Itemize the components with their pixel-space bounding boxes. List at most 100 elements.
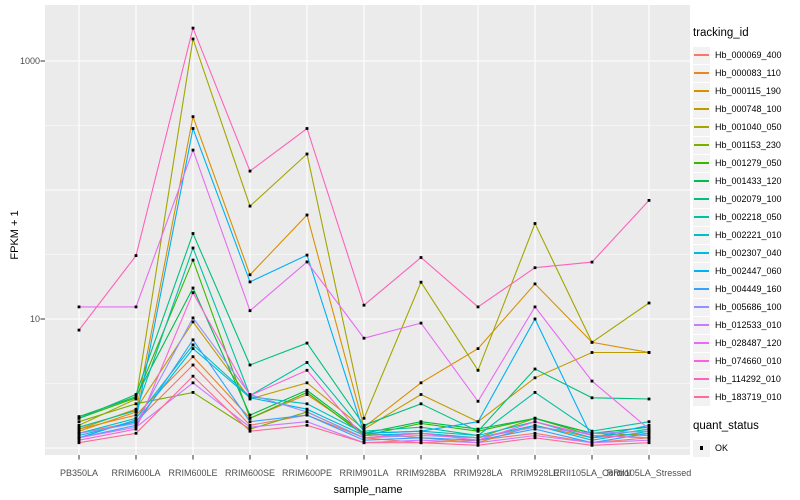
legend-key-swatch (693, 316, 710, 334)
data-point (134, 413, 138, 417)
legend-item: Hb_001040_050 (693, 118, 799, 136)
legend-item: Hb_001279_050 (693, 154, 799, 172)
data-point (134, 402, 138, 406)
x-tick-label: RRII105LA_Control (552, 468, 632, 478)
legend-key-swatch (693, 154, 710, 172)
data-point (305, 127, 309, 130)
data-point (362, 425, 366, 429)
data-point (419, 434, 423, 437)
data-point (533, 427, 537, 431)
data-point (134, 431, 138, 435)
data-point (248, 169, 252, 173)
x-axis-title: sample_name (333, 484, 403, 496)
data-point (248, 396, 252, 400)
legend-item-label: Hb_002447_060 (715, 266, 782, 276)
data-point (77, 434, 81, 437)
legend: tracking_id Hb_000069_400 Hb_000083_110 Hb… (693, 27, 799, 457)
data-point (476, 368, 480, 372)
data-point (362, 434, 366, 437)
data-point (134, 395, 138, 399)
legend-key-swatch (693, 262, 710, 280)
data-point (590, 443, 594, 447)
data-point (362, 336, 366, 340)
legend-key-swatch (693, 388, 710, 406)
legend-item: Hb_000069_400 (693, 46, 799, 64)
data-point (77, 436, 81, 440)
data-point (134, 423, 138, 427)
data-point (248, 416, 252, 420)
data-point (191, 148, 195, 152)
data-point (476, 429, 480, 433)
legend-item: Hb_000083_110 (693, 64, 799, 82)
data-point (647, 438, 651, 442)
data-point (77, 429, 81, 433)
legend-item: Hb_004449_160 (693, 280, 799, 298)
legend-item: Hb_001433_120 (693, 172, 799, 190)
data-point (590, 260, 594, 264)
data-point (248, 429, 252, 433)
data-point (533, 431, 537, 435)
data-point (419, 436, 423, 440)
data-point (419, 393, 423, 396)
legend-item: Hb_074660_010 (693, 352, 799, 370)
data-point (362, 423, 366, 427)
data-point (248, 309, 252, 313)
data-point (191, 347, 195, 350)
data-point (476, 434, 480, 437)
legend-item-label: Hb_012533_010 (715, 320, 782, 330)
x-tick-label: RRIM928LE (510, 468, 560, 478)
legend-key-line-icon (694, 288, 709, 290)
data-point (305, 388, 309, 392)
data-point (533, 317, 537, 321)
legend-item: Hb_000748_100 (693, 100, 799, 118)
data-point (647, 427, 651, 431)
legend-key-swatch (693, 244, 710, 262)
legend-item-label: Hb_001279_050 (715, 158, 782, 168)
data-point (647, 425, 651, 429)
data-point (191, 127, 195, 130)
legend-item: Hb_012533_010 (693, 316, 799, 334)
data-point (533, 376, 537, 380)
data-point (191, 26, 195, 30)
legend-item-label: Hb_000115_190 (715, 86, 781, 96)
data-point (305, 152, 309, 156)
data-point (647, 199, 651, 202)
panel-background (45, 5, 690, 455)
data-point (419, 438, 423, 442)
legend-item-label: Hb_000748_100 (715, 104, 782, 114)
data-point (476, 441, 480, 445)
data-point (419, 441, 423, 445)
data-point (476, 347, 480, 350)
data-point (590, 340, 594, 344)
data-point (134, 407, 138, 411)
data-point (191, 363, 195, 367)
data-point (362, 303, 366, 307)
data-point (248, 413, 252, 417)
data-point (647, 431, 651, 435)
data-point (533, 425, 537, 429)
legend-key-line-icon (694, 54, 709, 56)
data-point (647, 436, 651, 440)
legend-key-line-icon (694, 234, 709, 236)
data-point (77, 431, 81, 435)
data-point (362, 427, 366, 431)
data-point (362, 416, 366, 420)
legend-key-line-icon (694, 216, 709, 218)
legend-key-swatch (693, 82, 710, 100)
data-point (590, 431, 594, 435)
legend-item-label: Hb_114292_010 (715, 374, 781, 384)
legend-key-swatch (693, 280, 710, 298)
x-tick-label: PB350LA (59, 468, 99, 478)
data-point (191, 291, 195, 295)
legend-key-line-icon (694, 72, 709, 74)
legend-item: Hb_114292_010 (693, 370, 799, 388)
data-point (419, 425, 423, 429)
x-tick-label: RRII105LA_Stressed (606, 468, 692, 478)
data-point (77, 420, 81, 424)
x-tick-label: RRIM600SE (224, 468, 276, 478)
legend-key-swatch (693, 352, 710, 370)
data-point (77, 416, 81, 420)
legend-item: Hb_002218_050 (693, 208, 799, 226)
legend-item-label: Hb_002221_010 (715, 230, 782, 240)
legend-item-label: Hb_002307_040 (715, 248, 782, 258)
